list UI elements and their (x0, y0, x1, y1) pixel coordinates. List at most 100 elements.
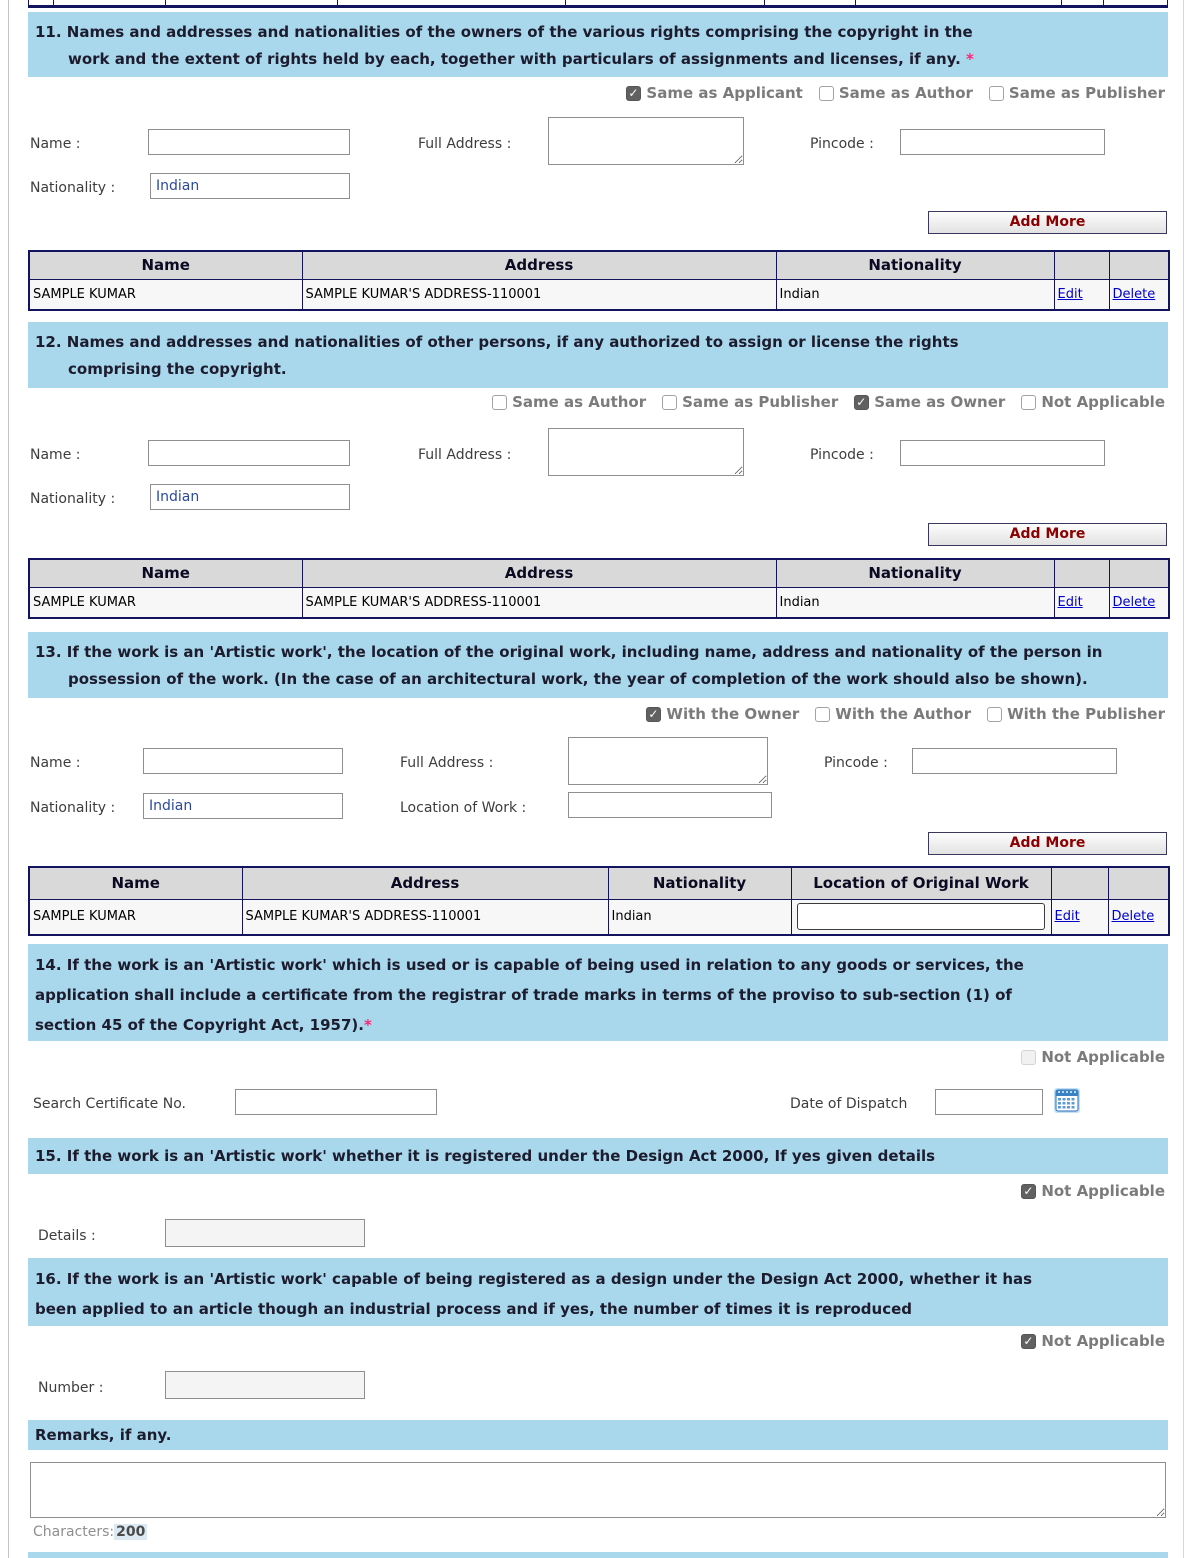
row-name: SAMPLE KUMAR (28, 586, 303, 619)
table-header-address: Address (301, 558, 777, 588)
row-nationality: Indian (775, 586, 1055, 619)
row-nationality: Indian (607, 898, 792, 936)
delete-link[interactable]: Delete (1111, 909, 1155, 925)
checkbox-icon (626, 85, 642, 101)
edit-link[interactable]: Edit (1057, 286, 1083, 302)
nationality-input[interactable] (150, 173, 350, 199)
section-11-title-line2: work and the extent of rights held by ea… (68, 50, 974, 68)
location-of-work-label: Location of Work : (400, 800, 527, 816)
date-of-dispatch-input[interactable] (935, 1089, 1043, 1115)
full-address-label: Full Address : (418, 447, 512, 463)
checkbox-icon (1021, 394, 1037, 410)
calendar-icon[interactable] (1052, 1085, 1082, 1115)
delete-link[interactable]: Delete (1112, 286, 1156, 302)
search-certificate-label: Search Certificate No. (33, 1096, 186, 1112)
remarks-textarea[interactable] (30, 1462, 1166, 1518)
section-12-header: 12. Names and addresses and nationalitie… (28, 322, 1168, 388)
location-of-work-input[interactable] (568, 792, 772, 818)
not-applicable-checkbox[interactable]: Not Applicable (1021, 1048, 1165, 1066)
section-16-title-line1: 16. If the work is an 'Artistic work' ca… (35, 1270, 1033, 1288)
with-the-author-checkbox[interactable]: With the Author (815, 705, 971, 723)
same-as-author-checkbox[interactable]: Same as Author (818, 84, 973, 102)
number-label: Number : (38, 1380, 104, 1396)
section-13-title-line1: 13. If the work is an 'Artistic work', t… (35, 643, 1103, 661)
name-input[interactable] (148, 440, 350, 466)
not-applicable-checkbox[interactable]: Not Applicable (1021, 1332, 1165, 1350)
nationality-input[interactable] (143, 793, 343, 819)
page-left-border (8, 0, 9, 1558)
section-14-title-line2: application shall include a certificate … (35, 986, 1012, 1004)
full-address-textarea[interactable] (568, 737, 768, 785)
table-header-delete (1108, 558, 1170, 588)
checkbox-icon (987, 706, 1003, 722)
characters-counter: Characters: 200 (33, 1521, 148, 1540)
name-input[interactable] (143, 748, 343, 774)
edit-link[interactable]: Edit (1054, 909, 1080, 925)
row-name: SAMPLE KUMAR (28, 278, 303, 311)
table-header-edit (1050, 866, 1109, 900)
checkbox-icon (988, 85, 1004, 101)
delete-link[interactable]: Delete (1112, 594, 1156, 610)
owners-table: Name Address Nationality SAMPLE KUMAR SA… (28, 250, 1170, 311)
not-applicable-checkbox[interactable]: Not Applicable (1021, 1182, 1165, 1200)
same-as-publisher-checkbox[interactable]: Same as Publisher (988, 84, 1165, 102)
section-12-title-line1: 12. Names and addresses and nationalitie… (35, 333, 959, 351)
section-14-title-line1: 14. If the work is an 'Artistic work' wh… (35, 956, 1024, 974)
row-address: SAMPLE KUMAR'S ADDRESS-110001 (301, 586, 777, 619)
checkbox-icon (1021, 1183, 1037, 1199)
with-the-owner-checkbox[interactable]: With the Owner (646, 705, 799, 723)
add-more-button[interactable]: Add More (928, 832, 1167, 855)
name-label: Name : (30, 447, 81, 463)
table-row: SAMPLE KUMAR SAMPLE KUMAR'S ADDRESS-1100… (28, 898, 1170, 936)
table-header-location: Location of Original Work (790, 866, 1052, 900)
section-12-title-line2: comprising the copyright. (68, 360, 287, 378)
remarks-header: Remarks, if any. (28, 1420, 1168, 1450)
checkbox-icon (1021, 1049, 1037, 1065)
pincode-input[interactable] (900, 440, 1105, 466)
licensees-table: Name Address Nationality SAMPLE KUMAR SA… (28, 558, 1170, 619)
number-input (165, 1371, 365, 1399)
same-as-owner-checkbox[interactable]: Same as Owner (854, 393, 1005, 411)
full-address-textarea[interactable] (548, 428, 744, 476)
not-applicable-checkbox[interactable]: Not Applicable (1021, 393, 1165, 411)
checkbox-icon (662, 394, 678, 410)
section-14-checkbox-row: Not Applicable (1021, 1048, 1165, 1066)
section-15-checkbox-row: Not Applicable (1021, 1182, 1165, 1200)
date-of-dispatch-label: Date of Dispatch (790, 1096, 908, 1112)
name-input[interactable] (148, 129, 350, 155)
checkbox-icon (492, 394, 508, 410)
section-14-title-line3: section 45 of the Copyright Act, 1957).* (35, 1016, 372, 1034)
same-as-applicant-checkbox[interactable]: Same as Applicant (626, 84, 803, 102)
full-address-label: Full Address : (400, 755, 494, 771)
nationality-input[interactable] (150, 484, 350, 510)
pincode-input[interactable] (900, 129, 1105, 155)
edit-link[interactable]: Edit (1057, 594, 1083, 610)
table-header-name: Name (28, 866, 243, 900)
checkbox-icon (1021, 1333, 1037, 1349)
table-header-nationality: Nationality (607, 866, 792, 900)
previous-table-fragment (28, 0, 1168, 8)
add-more-button[interactable]: Add More (928, 211, 1167, 234)
with-the-publisher-checkbox[interactable]: With the Publisher (987, 705, 1165, 723)
section-12-checkbox-row: Same as Author Same as Publisher Same as… (492, 393, 1165, 411)
nationality-label: Nationality : (30, 491, 116, 507)
table-header-nationality: Nationality (775, 250, 1055, 280)
details-label: Details : (38, 1228, 96, 1244)
next-section-header-fragment (28, 1552, 1168, 1558)
checkbox-icon (818, 85, 834, 101)
name-label: Name : (30, 136, 81, 152)
same-as-publisher-checkbox[interactable]: Same as Publisher (662, 393, 838, 411)
full-address-textarea[interactable] (548, 117, 744, 165)
table-header-edit (1053, 558, 1110, 588)
page-right-border (1183, 0, 1184, 1558)
table-row: SAMPLE KUMAR SAMPLE KUMAR'S ADDRESS-1100… (28, 586, 1170, 619)
search-certificate-input[interactable] (235, 1089, 437, 1115)
pincode-input[interactable] (912, 748, 1117, 774)
location-of-original-work-input[interactable] (797, 903, 1045, 931)
add-more-button[interactable]: Add More (928, 523, 1167, 546)
row-address: SAMPLE KUMAR'S ADDRESS-110001 (241, 898, 609, 936)
pincode-label: Pincode : (810, 447, 874, 463)
same-as-author-checkbox[interactable]: Same as Author (492, 393, 646, 411)
details-input (165, 1219, 365, 1247)
table-header-address: Address (241, 866, 609, 900)
